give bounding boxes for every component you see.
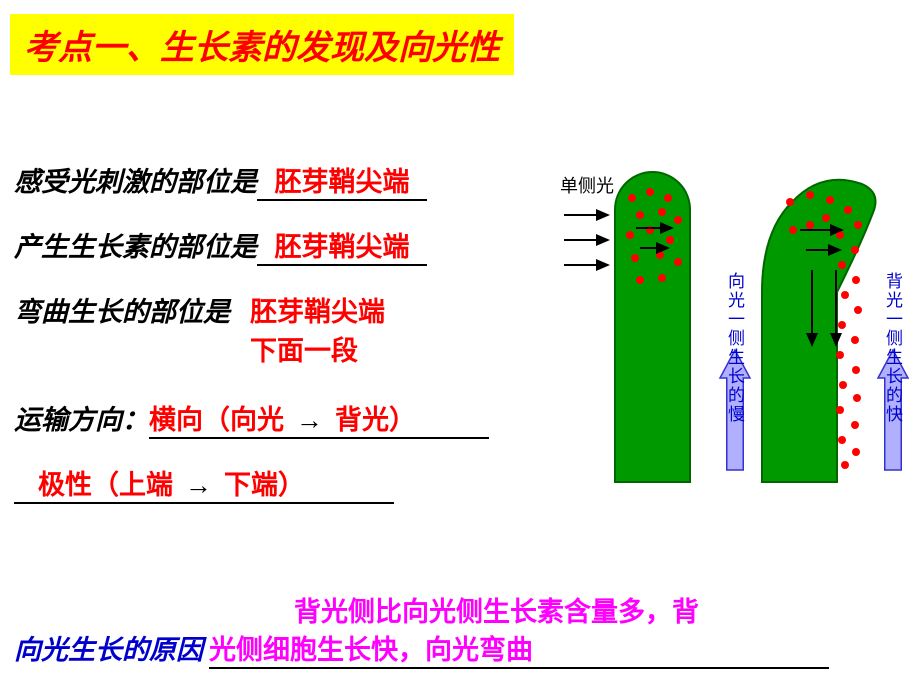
prompt-3: 弯曲生长的部位是 [14,290,230,329]
line-4: 运输方向： 横向（向光 → 背光） [14,398,574,439]
answer-6b: 光侧细胞生长快，向光弯曲 [209,635,533,665]
arrow-5: → [185,470,212,500]
answer-3a: 胚芽鞘尖端 [250,290,385,329]
answer-2: 胚芽鞘尖端 [257,225,427,266]
prompt-4: 运输方向： [14,398,149,437]
answer-4b: 背光） [335,405,416,435]
line-3: 弯曲生长的部位是 胚芽鞘尖端 下面一段 [14,290,574,368]
vertical-label-right: 背光一侧生长的快 [880,272,905,424]
answer-3b: 下面一段 [250,329,385,368]
answer-4a: 横向（向光 [149,405,284,435]
vertical-label-left: 向光一侧生长的慢 [722,272,747,424]
answer-6a: 背光侧比向光侧生长素含量多，背 [294,597,699,627]
line-1: 感受光刺激的部位是 胚芽鞘尖端 [14,160,574,201]
prompt-2: 产生生长素的部位是 [14,225,257,264]
line-5: 极性（上端 → 下端） [14,463,574,504]
prompt-6: 向光生长的原因 [14,628,203,667]
light-label: 单侧光 [560,172,614,198]
answer-5b: 下端） [224,470,305,500]
arrow-4: → [296,405,323,435]
answer-1: 胚芽鞘尖端 [257,160,427,201]
page-title: 考点一、生长素的发现及向光性 [10,14,514,75]
prompt-1: 感受光刺激的部位是 [14,160,257,199]
line-2: 产生生长素的部位是 胚芽鞘尖端 [14,225,574,266]
content-area: 感受光刺激的部位是 胚芽鞘尖端 产生生长素的部位是 胚芽鞘尖端 弯曲生长的部位是… [14,160,574,528]
answer-5a: 极性（上端 [38,470,173,500]
